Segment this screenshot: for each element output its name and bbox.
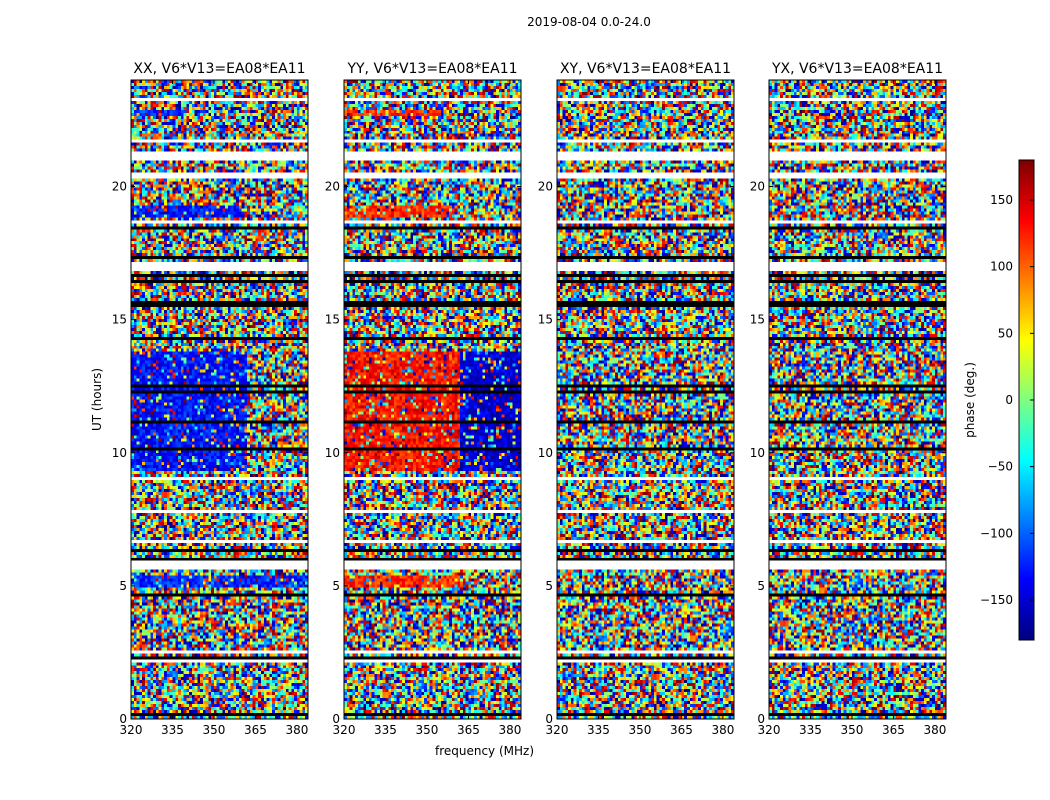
figure-title: 2019-08-04 0.0-24.0	[527, 15, 651, 29]
y-tick-label: 15	[325, 313, 340, 327]
heatmap-panel-2: XY, V6*V13=EA08*EA11 0 5 10 15 20 320 335 350 365…	[538, 61, 735, 737]
y-tick-label: 20	[325, 180, 340, 194]
colorbar-tick-label: −150	[980, 593, 1013, 607]
colorbar-tick-label: −50	[988, 460, 1013, 474]
y-tick-label: 15	[112, 313, 127, 327]
x-tick-label: 365	[882, 723, 905, 737]
y-tick-label: 10	[750, 446, 765, 460]
plot-frame	[343, 79, 522, 720]
x-tick-label: 320	[546, 723, 569, 737]
y-tick-label: 5	[757, 579, 765, 593]
x-tick-label: 365	[670, 723, 693, 737]
x-tick-label: 350	[629, 723, 652, 737]
x-tick-label: 350	[203, 723, 226, 737]
y-tick-label: 0	[332, 712, 340, 726]
y-tick-label: 5	[332, 579, 340, 593]
plot-frame	[556, 79, 735, 720]
plot-frame	[768, 79, 947, 720]
colorbar-tick-label: 0	[1005, 393, 1013, 407]
x-tick-label: 320	[120, 723, 143, 737]
panel-title: XX, V6*V13=EA08*EA11	[133, 61, 305, 77]
y-tick-label: 10	[325, 446, 340, 460]
heatmap-panels: XX, V6*V13=EA08*EA11 0 5 10 15 20 320 335 350 365…	[90, 61, 947, 758]
y-tick-label: 0	[757, 712, 765, 726]
x-tick-label: 335	[587, 723, 610, 737]
y-tick-label: 20	[538, 180, 553, 194]
x-tick-label: 380	[711, 723, 734, 737]
x-tick-label: 335	[374, 723, 397, 737]
x-tick-label: 380	[285, 723, 308, 737]
x-tick-label: 365	[457, 723, 480, 737]
plot-frame	[130, 79, 309, 720]
heatmap-panel-1: YY, V6*V13=EA08*EA11 0 5 10 15 20 320 335 350 365…	[325, 61, 534, 758]
y-tick-label: 10	[538, 446, 553, 460]
x-tick-label: 365	[244, 723, 267, 737]
colorbar-tick-label: 150	[990, 193, 1013, 207]
y-tick-label: 15	[538, 313, 553, 327]
heatmap-image	[131, 80, 308, 719]
heatmap-image	[769, 80, 946, 719]
heatmap-panel-3: YX, V6*V13=EA08*EA11 0 5 10 15 20 320 335 350 365…	[750, 61, 947, 737]
y-tick-label: 0	[119, 712, 127, 726]
x-tick-label: 320	[758, 723, 781, 737]
panel-title: YY, V6*V13=EA08*EA11	[346, 61, 517, 77]
panel-title: XY, V6*V13=EA08*EA11	[560, 61, 731, 77]
x-tick-label: 380	[923, 723, 946, 737]
y-tick-label: 20	[750, 180, 765, 194]
y-tick-label: 10	[112, 446, 127, 460]
heatmap-image	[344, 80, 521, 719]
panel-title: YX, V6*V13=EA08*EA11	[771, 61, 943, 77]
y-tick-label: 15	[750, 313, 765, 327]
colorbar-tick-label: −100	[980, 526, 1013, 540]
y-tick-label: 0	[545, 712, 553, 726]
colorbar-gradient	[1019, 160, 1034, 640]
colorbar-tick-label: 100	[990, 260, 1013, 274]
colorbar: 150 100 50 0 −50 −100 −150 phase (deg.)	[963, 159, 1035, 641]
y-axis-label: UT (hours)	[90, 368, 104, 431]
x-tick-label: 380	[498, 723, 521, 737]
x-tick-label: 335	[799, 723, 822, 737]
heatmap-image	[557, 80, 734, 719]
x-tick-label: 320	[333, 723, 356, 737]
x-tick-label: 350	[841, 723, 864, 737]
x-tick-label: 335	[161, 723, 184, 737]
x-tick-label: 350	[416, 723, 439, 737]
y-tick-label: 20	[112, 180, 127, 194]
y-tick-label: 5	[545, 579, 553, 593]
x-axis-label: frequency (MHz)	[435, 744, 534, 758]
colorbar-label: phase (deg.)	[963, 362, 977, 438]
heatmap-panel-0: XX, V6*V13=EA08*EA11 0 5 10 15 20 320 335 350 365…	[90, 61, 309, 737]
y-tick-label: 5	[119, 579, 127, 593]
colorbar-tick-label: 50	[998, 326, 1013, 340]
